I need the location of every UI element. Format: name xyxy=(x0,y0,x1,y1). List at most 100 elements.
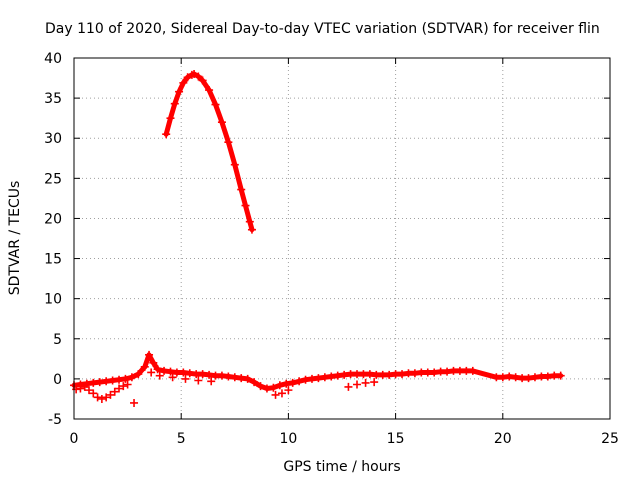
data-point xyxy=(344,382,353,391)
data-point xyxy=(76,384,85,393)
data-point xyxy=(205,370,214,379)
x-tick-label: 0 xyxy=(70,431,79,447)
data-point xyxy=(288,378,297,387)
data-point xyxy=(282,379,291,388)
data-point xyxy=(115,375,124,384)
data-point xyxy=(430,368,439,377)
data-point xyxy=(198,370,207,379)
data-point xyxy=(194,72,203,81)
data-point xyxy=(370,378,379,387)
y-tick-label: 10 xyxy=(44,292,62,308)
data-point xyxy=(102,377,111,386)
data-point xyxy=(262,384,271,393)
data-point xyxy=(271,390,280,399)
plot-frame xyxy=(73,57,611,420)
series-trace-high-arc xyxy=(163,71,255,233)
data-point xyxy=(543,372,552,381)
data-point xyxy=(153,365,162,374)
x-tick-label: 5 xyxy=(177,431,186,447)
y-tick-label: 15 xyxy=(44,252,62,268)
data-point xyxy=(468,366,477,375)
data-point xyxy=(119,382,128,391)
data-point xyxy=(85,386,94,395)
data-point xyxy=(179,78,188,87)
data-points xyxy=(70,70,565,407)
x-axis-label: GPS time / hours xyxy=(283,459,400,475)
data-point xyxy=(237,185,246,194)
x-tick-label: 10 xyxy=(279,431,297,447)
data-point xyxy=(183,73,192,82)
data-point xyxy=(314,374,323,383)
data-point xyxy=(145,350,154,359)
y-tick-labels: -5 0 5 10 15 20 25 30 35 40 xyxy=(44,51,62,428)
data-point xyxy=(134,370,143,379)
data-point xyxy=(224,138,233,147)
data-point xyxy=(147,368,156,377)
series-baseline xyxy=(70,350,565,393)
data-point xyxy=(130,398,139,407)
data-point xyxy=(106,390,115,399)
data-point xyxy=(80,382,89,391)
data-point xyxy=(365,370,374,379)
chart-title: Day 110 of 2020, Sidereal Day-to-day VTE… xyxy=(45,21,600,37)
data-point xyxy=(241,201,250,210)
data-point xyxy=(505,372,514,381)
data-point xyxy=(277,389,286,398)
data-point xyxy=(243,374,252,383)
data-point xyxy=(295,377,304,386)
y-tick-label: 35 xyxy=(44,91,62,107)
data-point xyxy=(230,160,239,169)
data-point xyxy=(115,384,124,393)
data-point xyxy=(361,378,370,387)
data-point xyxy=(498,373,507,382)
data-point xyxy=(190,70,199,79)
data-point xyxy=(556,371,565,380)
data-point xyxy=(301,375,310,384)
data-point xyxy=(327,372,336,381)
data-point xyxy=(211,100,220,109)
data-point xyxy=(320,373,329,382)
data-point xyxy=(89,378,98,387)
data-point xyxy=(168,373,177,382)
data-point xyxy=(353,380,362,389)
data-point xyxy=(108,376,117,385)
y-tick-label: 20 xyxy=(44,211,62,227)
data-point xyxy=(140,362,149,371)
data-point xyxy=(110,387,119,396)
data-point xyxy=(250,378,259,387)
data-point xyxy=(149,358,158,367)
data-point xyxy=(127,373,136,382)
data-point xyxy=(284,386,293,395)
data-point xyxy=(166,114,175,123)
data-point xyxy=(217,371,226,380)
data-point xyxy=(410,369,419,378)
y-tick-label: 25 xyxy=(44,171,62,187)
data-point xyxy=(155,371,164,380)
x-tick-label: 25 xyxy=(601,431,619,447)
data-point xyxy=(385,370,394,379)
y-tick-label: 40 xyxy=(44,51,62,67)
data-point xyxy=(217,118,226,127)
series-low-spread xyxy=(72,368,379,407)
data-point xyxy=(237,374,246,383)
grid-lines xyxy=(74,58,610,419)
data-point xyxy=(269,383,278,392)
x-tick-labels: 0 5 10 15 20 25 xyxy=(70,431,619,447)
y-axis-label: SDTVAR / TECUs xyxy=(7,181,23,296)
y-tick-label: -5 xyxy=(48,412,62,428)
series-high-arc xyxy=(162,70,256,234)
data-point xyxy=(230,373,239,382)
data-point xyxy=(307,374,316,383)
data-point xyxy=(166,367,175,376)
data-point xyxy=(121,374,130,383)
data-point xyxy=(194,376,203,385)
data-point xyxy=(179,368,188,377)
data-point xyxy=(340,370,349,379)
data-point xyxy=(205,86,214,95)
x-tick-label: 20 xyxy=(494,431,512,447)
data-point xyxy=(175,87,184,96)
data-point xyxy=(443,367,452,376)
data-point xyxy=(256,382,265,391)
data-point xyxy=(170,99,179,108)
